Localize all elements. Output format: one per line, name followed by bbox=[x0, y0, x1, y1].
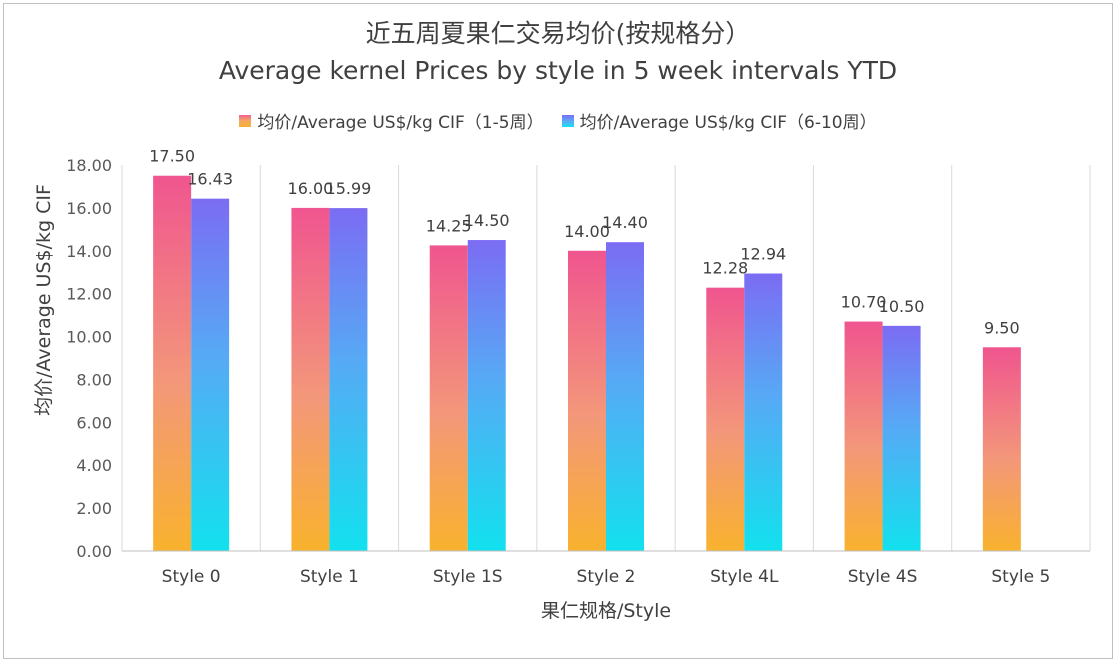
x-tick-label: Style 5 bbox=[991, 567, 1050, 587]
data-label-series-2: 10.50 bbox=[879, 297, 925, 316]
legend-label-series-1: 均价/Average US$/kg CIF（1-5周） bbox=[257, 113, 544, 133]
bar-series-1 bbox=[982, 347, 1021, 551]
bar-series-1 bbox=[568, 250, 606, 551]
bar-series-1 bbox=[429, 245, 468, 551]
data-label-series-1: 14.25 bbox=[426, 216, 472, 235]
y-tick-label: 0.00 bbox=[76, 542, 112, 561]
bar-series-1 bbox=[291, 207, 330, 551]
x-tick-label: Style 2 bbox=[577, 567, 636, 587]
bar-series-2 bbox=[744, 273, 783, 551]
y-tick-label: 10.00 bbox=[66, 328, 112, 347]
bar-series-2 bbox=[606, 242, 644, 551]
bar-series-2 bbox=[191, 198, 230, 551]
y-tick-label: 16.00 bbox=[66, 199, 112, 218]
data-label-series-2: 14.50 bbox=[464, 211, 510, 230]
x-tick-label: Style 1 bbox=[300, 567, 359, 587]
bar-series-2 bbox=[882, 325, 921, 551]
chart-title: 近五周夏果仁交易均价(按规格分） bbox=[365, 19, 751, 48]
y-tick-label: 6.00 bbox=[76, 413, 112, 432]
x-tick-label: Style 0 bbox=[162, 567, 221, 587]
y-tick-label: 12.00 bbox=[66, 285, 112, 304]
data-label-series-1: 16.00 bbox=[288, 179, 334, 198]
bar-series-1 bbox=[706, 287, 745, 551]
bar-series-2 bbox=[329, 208, 368, 551]
x-axis-title: 果仁规格/Style bbox=[541, 600, 671, 622]
data-label-series-1: 12.28 bbox=[702, 259, 748, 278]
data-label-series-1: 14.00 bbox=[564, 222, 610, 241]
y-tick-label: 18.00 bbox=[66, 156, 112, 175]
y-tick-label: 14.00 bbox=[66, 242, 112, 261]
y-tick-label: 4.00 bbox=[76, 456, 112, 475]
data-label-series-2: 15.99 bbox=[326, 179, 372, 198]
data-label-series-2: 12.94 bbox=[740, 245, 786, 264]
y-tick-label: 2.00 bbox=[76, 499, 112, 518]
bar-series-2 bbox=[467, 240, 506, 552]
data-label-series-1: 10.70 bbox=[841, 293, 887, 312]
x-tick-label: Style 4L bbox=[710, 567, 779, 587]
data-label-series-1: 9.50 bbox=[984, 318, 1020, 337]
chart-subtitle: Average kernel Prices by style in 5 week… bbox=[218, 56, 898, 85]
legend: 均价/Average US$/kg CIF（1-5周） 均价/Average U… bbox=[0, 108, 1116, 133]
bar-series-1 bbox=[844, 321, 883, 551]
y-axis-title: 均价/Average US$/kg CIF bbox=[33, 184, 55, 416]
legend-label-series-2: 均价/Average US$/kg CIF（6-10周） bbox=[579, 113, 877, 133]
legend-swatch-series-1 bbox=[239, 114, 252, 127]
legend-swatch-series-2 bbox=[561, 114, 574, 127]
data-label-series-2: 14.40 bbox=[602, 213, 648, 232]
data-label-series-2: 16.43 bbox=[187, 170, 233, 189]
legend-item-series-2: 均价/Average US$/kg CIF（6-10周） bbox=[561, 108, 877, 133]
y-tick-label: 8.00 bbox=[76, 370, 112, 389]
x-tick-label: Style 1S bbox=[433, 567, 503, 587]
bar-series-1 bbox=[153, 175, 192, 551]
x-tick-label: Style 4S bbox=[848, 567, 918, 587]
legend-item-series-1: 均价/Average US$/kg CIF（1-5周） bbox=[239, 108, 544, 133]
data-label-series-1: 17.50 bbox=[149, 147, 195, 166]
